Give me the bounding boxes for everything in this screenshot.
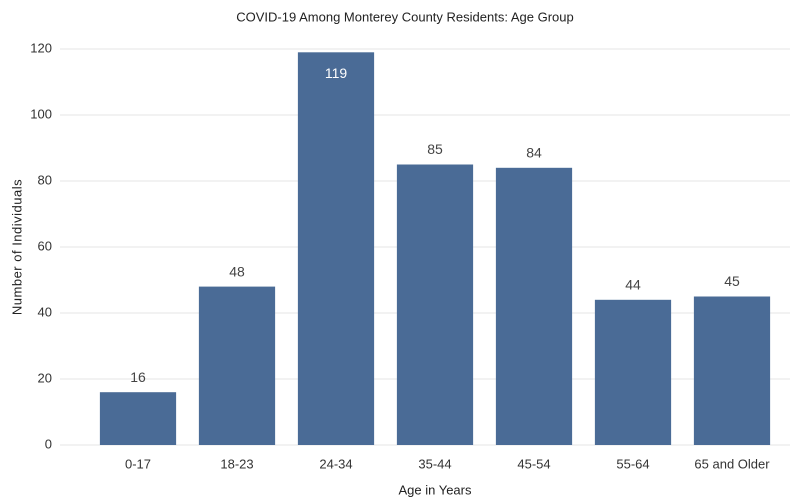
bar [198, 286, 276, 445]
data-label: 85 [427, 141, 443, 157]
bar [594, 299, 672, 445]
y-tick-label: 100 [30, 106, 52, 121]
data-label: 44 [625, 277, 641, 293]
y-axis-title: Number of Individuals [9, 179, 24, 315]
x-axis-title: Age in Years [398, 482, 472, 497]
y-tick-label: 120 [30, 40, 52, 55]
bar [693, 296, 771, 445]
x-tick-label: 35-44 [418, 456, 451, 471]
y-tick-label: 20 [38, 370, 52, 385]
x-tick-label: 65 and Older [694, 456, 770, 471]
data-label: 45 [724, 273, 740, 289]
bar [396, 164, 474, 445]
y-tick-label: 40 [38, 304, 52, 319]
data-label: 16 [130, 369, 146, 385]
x-tick-label: 18-23 [220, 456, 253, 471]
chart-title: COVID-19 Among Monterey County Residents… [236, 9, 573, 24]
bar [297, 52, 375, 446]
bar [99, 392, 177, 445]
x-tick-label: 45-54 [517, 456, 550, 471]
x-tick-label: 24-34 [319, 456, 352, 471]
data-label: 84 [526, 145, 542, 161]
x-tick-label: 0-17 [125, 456, 151, 471]
y-tick-label: 60 [38, 238, 52, 253]
bar [495, 167, 573, 446]
y-tick-label: 80 [38, 172, 52, 187]
y-tick-label: 0 [45, 436, 52, 451]
x-tick-label: 55-64 [616, 456, 649, 471]
data-label: 48 [229, 263, 245, 279]
data-label: 119 [325, 65, 348, 81]
